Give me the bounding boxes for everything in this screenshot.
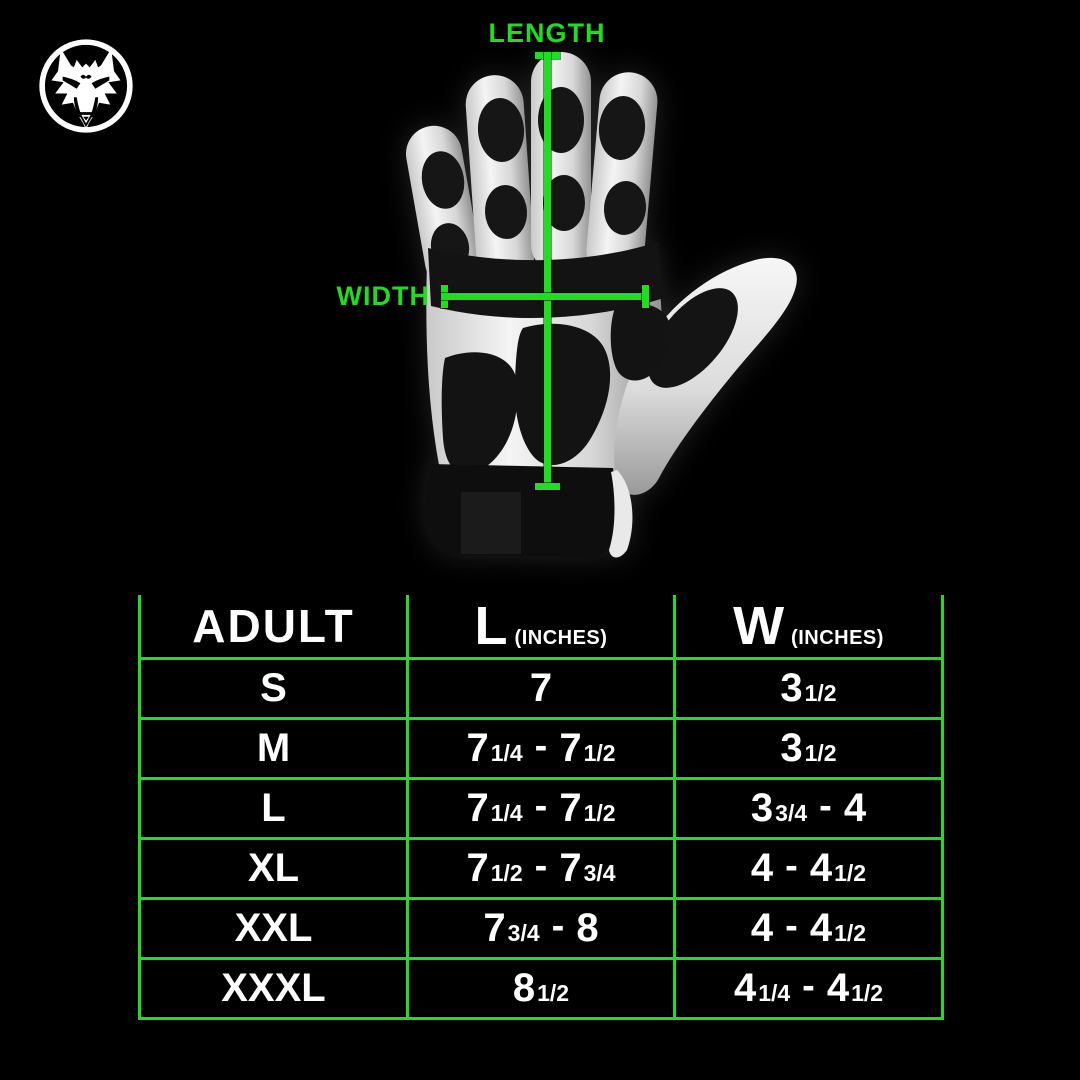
value-text: 4 xyxy=(750,846,774,890)
size-cell: XXXL xyxy=(138,957,409,1020)
size-table-container: ADULT L (INCHES) W (INCHES) S 7 31/2 M 71/4-71… xyxy=(138,595,944,1020)
table-row: XXXL 81/2 41/4-41/2 xyxy=(138,957,944,1020)
fraction-text: 1/4 xyxy=(490,740,523,766)
table-row: XXL 73/4-8 4-41/2 xyxy=(138,897,944,960)
fraction-text: 1/2 xyxy=(834,860,867,886)
measurement-cell: 4-41/2 xyxy=(673,897,944,960)
value-text: 4 xyxy=(809,906,833,950)
value-text: XL xyxy=(247,846,300,890)
fraction-text: 1/2 xyxy=(851,980,884,1006)
fraction-text: 1/2 xyxy=(834,920,867,946)
glove-photo xyxy=(405,52,797,558)
table-row: XL 71/2-73/4 4-41/2 xyxy=(138,837,944,900)
measurement-cell: 31/2 xyxy=(673,657,944,720)
measurement-cell: 71/2-73/4 xyxy=(406,837,676,900)
value-text: M xyxy=(256,726,291,770)
fraction-text: 1/2 xyxy=(804,740,837,766)
fraction-text: 1/2 xyxy=(804,680,837,706)
value-text: - xyxy=(534,785,548,827)
glove-cuff xyxy=(425,464,620,558)
value-text: 3 xyxy=(780,666,803,710)
header-width-unit: (INCHES) xyxy=(791,627,884,649)
size-cell: M xyxy=(138,717,409,780)
header-length: L (INCHES) xyxy=(406,595,676,660)
table-header-row: ADULT L (INCHES) W (INCHES) xyxy=(138,595,944,660)
value-text: 7 xyxy=(559,726,582,770)
value-text: XXL xyxy=(234,906,313,950)
width-label: WIDTH xyxy=(336,281,430,311)
header-width-label: W xyxy=(733,596,785,656)
value-text: 3 xyxy=(750,786,774,830)
measurement-cell: 4-41/2 xyxy=(673,837,944,900)
value-text: - xyxy=(802,965,815,1007)
value-text: 7 xyxy=(559,786,582,830)
value-text: L xyxy=(261,786,286,830)
measurement-cell: 73/4-8 xyxy=(406,897,676,960)
size-cell: XXL xyxy=(138,897,409,960)
size-table-body: S 7 31/2 M 71/4-71/2 31/2 L 71/4-71/2 33/4-4 XL 71… xyxy=(138,657,944,1020)
measurement-cell: 31/2 xyxy=(673,717,944,780)
measurement-cell: 71/4-71/2 xyxy=(406,717,676,780)
measurement-cell: 71/4-71/2 xyxy=(406,777,676,840)
fraction-text: 1/2 xyxy=(537,980,570,1006)
value-text: XXXL xyxy=(221,966,326,1010)
fraction-text: 1/2 xyxy=(490,860,523,886)
size-cell: L xyxy=(138,777,409,840)
measurement-cell: 81/2 xyxy=(406,957,676,1020)
value-text: 8 xyxy=(512,966,536,1010)
value-text: - xyxy=(534,725,548,767)
header-adult: ADULT xyxy=(138,595,409,660)
value-text: 4 xyxy=(809,846,833,890)
value-text: 7 xyxy=(483,906,506,950)
header-adult-label: ADULT xyxy=(192,600,355,652)
value-text: 4 xyxy=(750,906,774,950)
measurement-cell: 33/4-4 xyxy=(673,777,944,840)
width-line-right-cap xyxy=(642,285,649,308)
value-text: 4 xyxy=(826,966,850,1010)
measurement-cell: 41/4-41/2 xyxy=(673,957,944,1020)
value-text: 8 xyxy=(576,906,599,950)
header-length-unit: (INCHES) xyxy=(514,627,608,649)
width-measure-line xyxy=(441,293,649,300)
wolf-head-icon xyxy=(39,39,133,133)
fraction-text: 3/4 xyxy=(507,920,540,946)
glove-illustration xyxy=(365,40,815,580)
value-text: 7 xyxy=(466,726,489,770)
fraction-text: 1/4 xyxy=(490,800,523,826)
fraction-text: 1/4 xyxy=(758,980,791,1006)
length-measure-line xyxy=(544,52,551,490)
value-text: - xyxy=(534,845,548,887)
value-text: 4 xyxy=(733,966,757,1010)
header-width: W (INCHES) xyxy=(673,595,944,660)
fraction-text: 1/2 xyxy=(583,800,616,826)
value-text: - xyxy=(551,905,565,947)
header-length-label: L xyxy=(474,596,508,656)
value-text: 3 xyxy=(780,726,803,770)
value-text: - xyxy=(785,845,798,887)
table-row: M 71/4-71/2 31/2 xyxy=(138,717,944,780)
size-table: ADULT L (INCHES) W (INCHES) S 7 31/2 M 71/4-71… xyxy=(138,595,944,1020)
length-label: LENGTH xyxy=(488,18,606,48)
fraction-text: 3/4 xyxy=(583,860,616,886)
value-text: S xyxy=(260,666,287,710)
length-line-bottom-cap xyxy=(535,483,560,490)
fraction-text: 1/2 xyxy=(583,740,616,766)
size-cell: XL xyxy=(138,837,409,900)
value-text: 4 xyxy=(843,786,867,830)
brand-logo xyxy=(30,30,142,142)
value-text: 7 xyxy=(466,846,489,890)
size-cell: S xyxy=(138,657,409,720)
glove-thumb xyxy=(614,257,797,495)
table-row: L 71/4-71/2 33/4-4 xyxy=(138,777,944,840)
value-text: 7 xyxy=(466,786,489,830)
table-row: S 7 31/2 xyxy=(138,657,944,720)
measurement-cell: 7 xyxy=(406,657,676,720)
value-text: 7 xyxy=(529,666,553,710)
value-text: - xyxy=(785,905,798,947)
value-text: 7 xyxy=(559,846,582,890)
value-text: - xyxy=(819,785,832,827)
fraction-text: 3/4 xyxy=(775,800,808,826)
